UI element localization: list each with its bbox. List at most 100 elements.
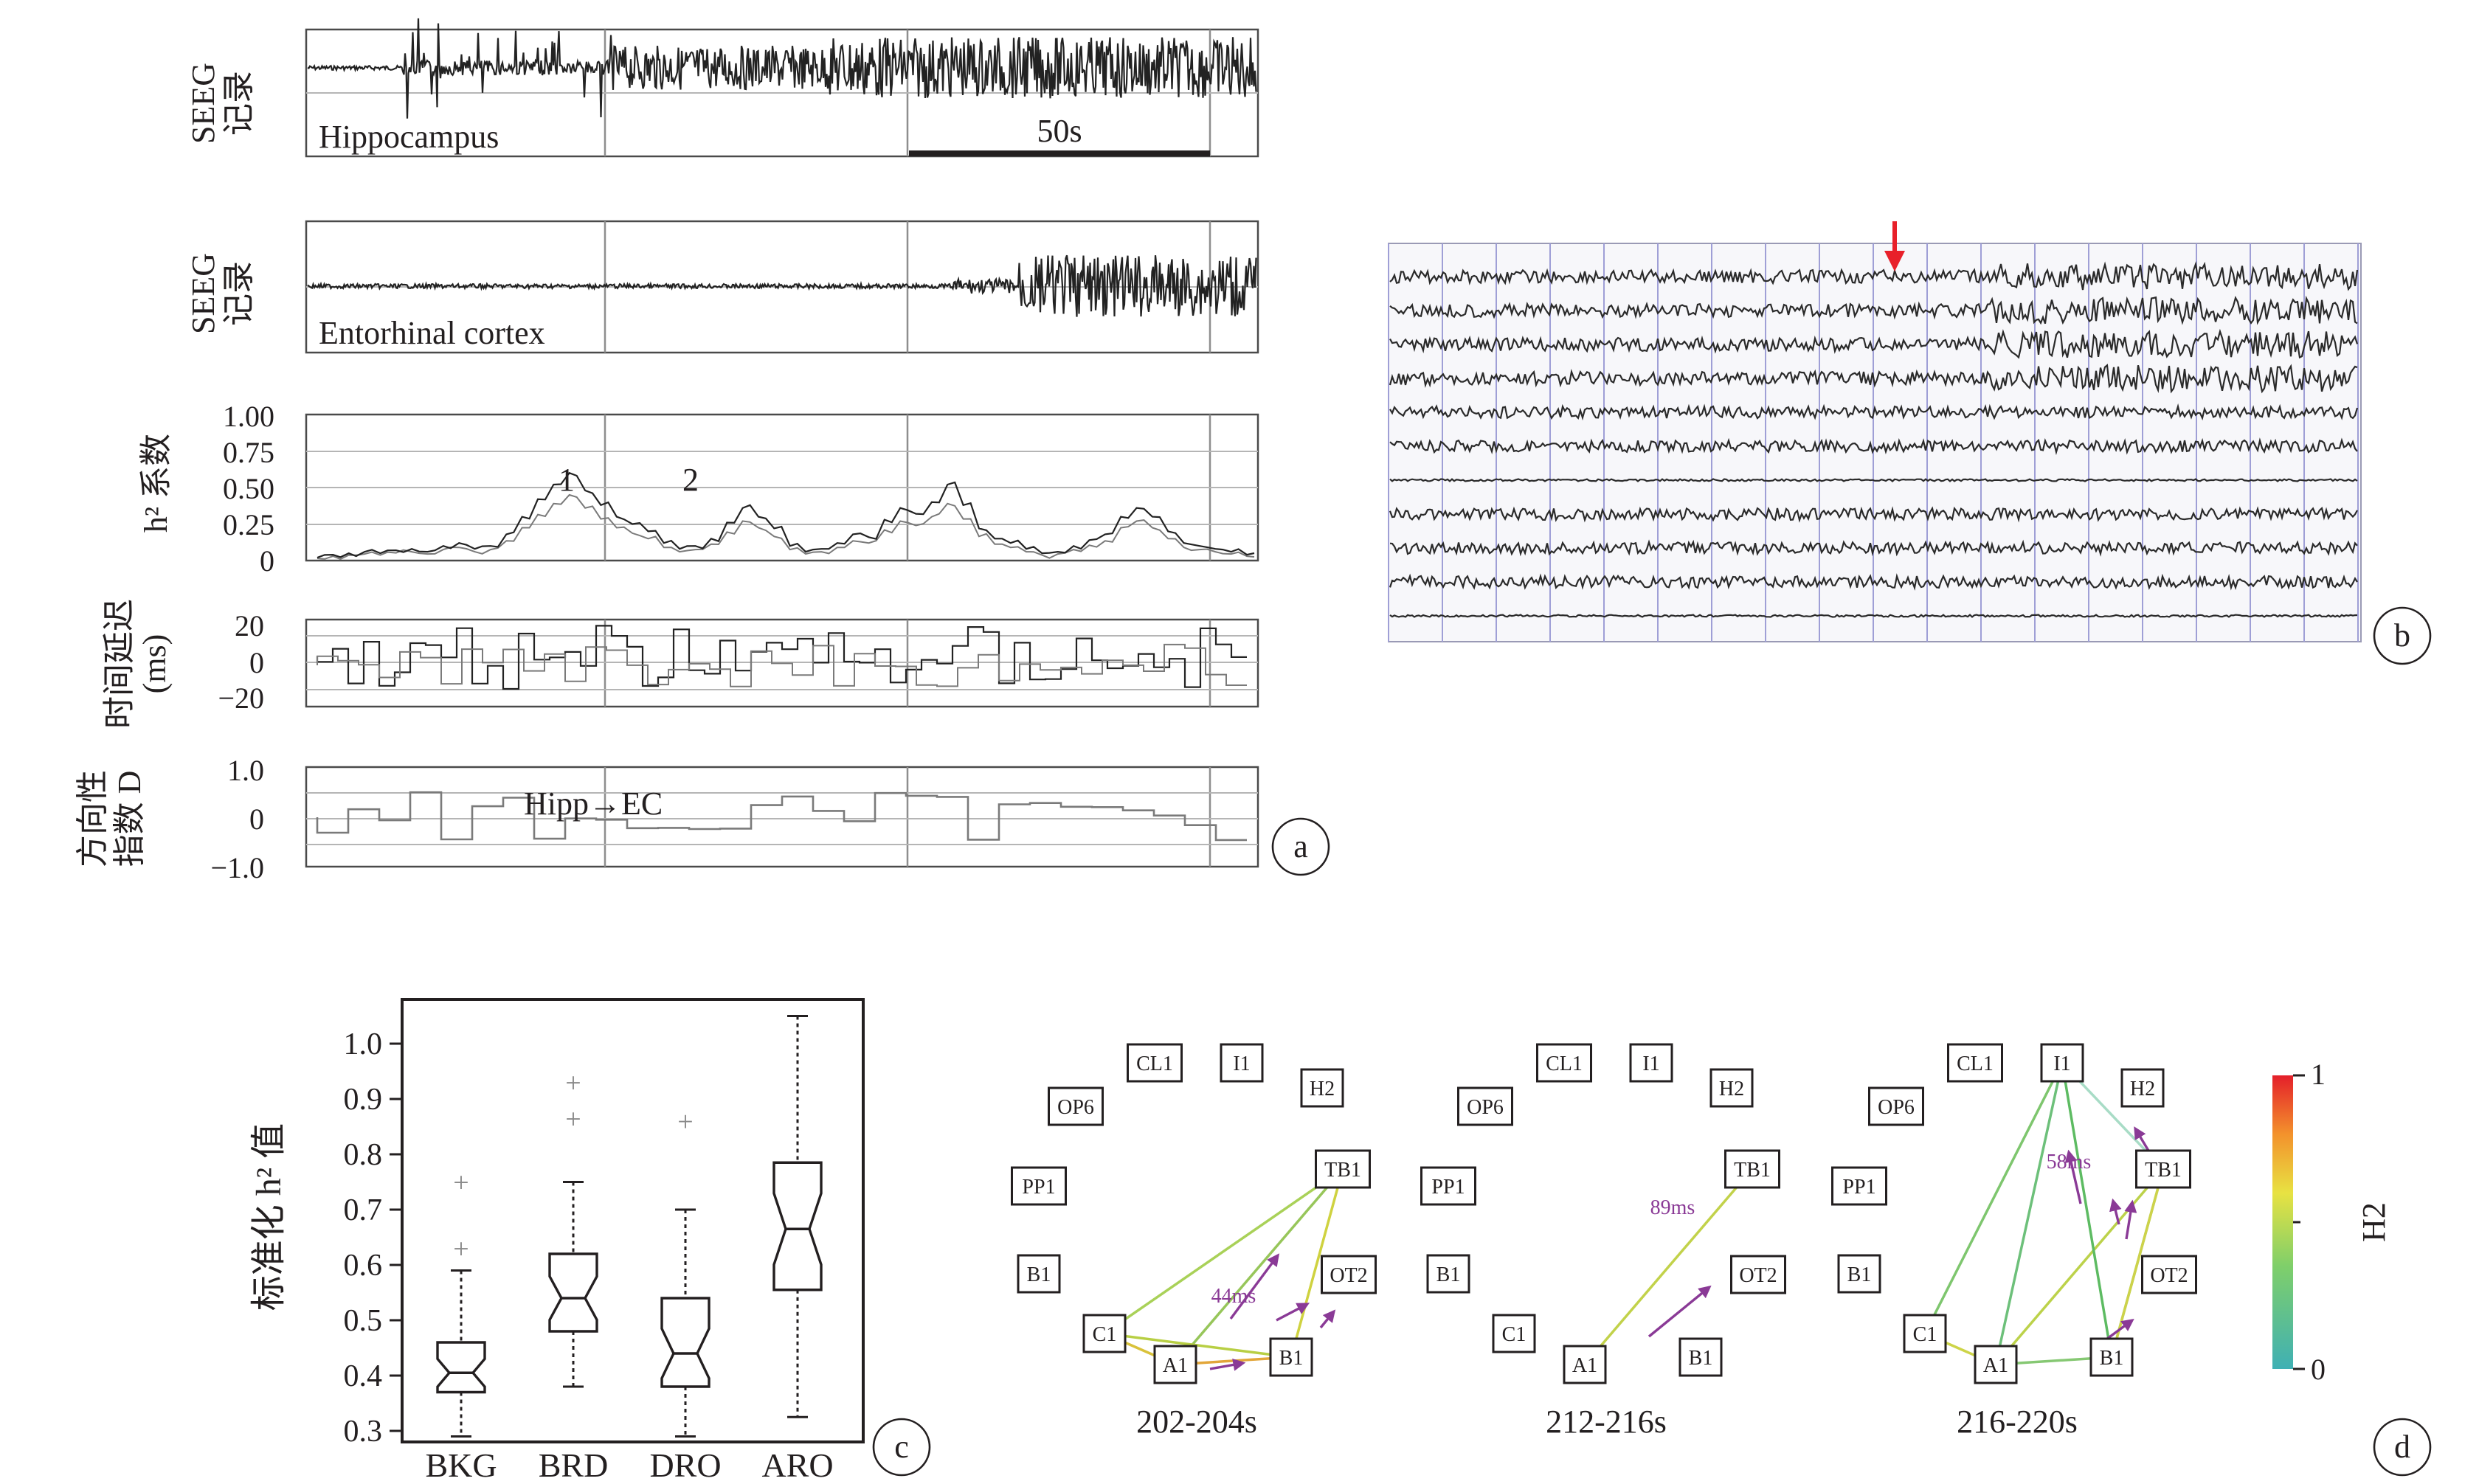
node-label: B1 — [2100, 1347, 2124, 1370]
x-label-ARO: ARO — [761, 1446, 833, 1484]
node-label: PP1 — [1022, 1176, 1055, 1199]
row4-ylabel-1: 时间延迟 — [101, 599, 137, 729]
panel-b-badge — [2373, 606, 2432, 665]
direction-arrow — [2064, 1149, 2082, 1204]
row5-tick-2: 0 — [249, 802, 264, 836]
node-box — [1153, 1345, 1197, 1384]
network-edge — [1104, 1168, 1344, 1335]
row2-ylabel-2: 记录 — [221, 261, 257, 326]
node-box — [1426, 1254, 1470, 1294]
node-label: C1 — [1093, 1323, 1117, 1346]
eeg-channel-traces — [1389, 260, 2359, 618]
node-label: A1 — [1163, 1354, 1188, 1377]
node-label: A1 — [1572, 1354, 1597, 1377]
node-box — [1048, 1086, 1104, 1126]
eeg-channel-trace — [1389, 437, 2358, 456]
network-edge — [1994, 1062, 2064, 1365]
node-box — [1127, 1043, 1183, 1083]
node-box — [1868, 1086, 1924, 1126]
hipp-ec-annotation: Hipp→EC — [524, 786, 663, 822]
colorbar — [2272, 1075, 2293, 1369]
y-tick-label: 0.7 — [344, 1193, 383, 1227]
row3-tick-5: 0 — [260, 544, 274, 578]
network-212-216s: CL1 I1 OP6 H2 PP1 TB1 B1 C1 OT2 A1 B1 89ms 212-216s — [1420, 1043, 1786, 1440]
h2-trace — [317, 471, 1255, 559]
colorbar-tick-min: 0 — [2311, 1353, 2326, 1386]
y-tick-label: 0.8 — [344, 1138, 383, 1172]
outlier-mark: + — [565, 1068, 581, 1099]
node-box — [1220, 1043, 1264, 1083]
h2-trace-reverse — [317, 493, 1255, 561]
eeg-channel-trace — [1389, 328, 2359, 359]
row1-ylabel-1: SEEG — [185, 63, 221, 144]
direction-arrow — [1319, 1309, 1336, 1329]
boxplot-y-ticks: 1.0 0.9 0.8 0.7 0.6 0.5 0.4 0.3 — [344, 1027, 402, 1449]
direction-arrow — [1648, 1285, 1712, 1338]
box-BRD: ++ — [548, 1068, 598, 1388]
network-edge — [1923, 1062, 2064, 1334]
outlier-mark: + — [565, 1103, 581, 1134]
panel-a: SEEG 记录 Hippocampus 50s SEEG 记录 Entorhin… — [75, 18, 1330, 884]
node-box — [1492, 1314, 1536, 1353]
node-label: B1 — [1436, 1263, 1461, 1286]
row4-tick-3: −20 — [218, 682, 264, 715]
node-label: CL1 — [1957, 1053, 1994, 1075]
network-edge — [1290, 1168, 1344, 1358]
node-label: H2 — [2130, 1078, 2155, 1100]
directionality-row: 1.0 0 −1.0 方向性 指数 D Hipp→EC — [75, 754, 1259, 884]
delay-label: 58ms — [2047, 1151, 2092, 1173]
node-box — [1831, 1166, 1887, 1206]
colorbar-label: H2 — [2356, 1202, 2392, 1242]
colorbar-tick-max: 1 — [2311, 1058, 2326, 1091]
seizure-onset-arrow-icon — [1884, 251, 1905, 271]
x-label-BKG: BKG — [425, 1446, 497, 1484]
node-label: A1 — [1983, 1354, 2008, 1377]
boxplot-x-labels: BKG BRD DRO ARO — [425, 1446, 833, 1484]
eeg-channel-trace — [1389, 506, 2358, 523]
scale-bar-label: 50s — [1037, 113, 1082, 149]
window-label: 212-216s — [1546, 1404, 1667, 1440]
y-tick-label: 1.0 — [344, 1027, 383, 1061]
direction-arrow — [1209, 1359, 1246, 1371]
row5-frame — [305, 766, 1259, 868]
network-edge — [2061, 1062, 2113, 1358]
node-label: CL1 — [1136, 1053, 1173, 1075]
panel-a-badge — [1271, 817, 1330, 876]
node-box — [1563, 1345, 1607, 1384]
node-label: OP6 — [1878, 1096, 1915, 1119]
node-box — [1730, 1255, 1786, 1294]
direction-arrow — [1276, 1303, 1310, 1322]
node-label: B1 — [1689, 1347, 1713, 1370]
node-label: C1 — [1502, 1323, 1527, 1346]
row5-tick-3: −1.0 — [210, 851, 264, 884]
node-box — [1269, 1337, 1313, 1377]
node-label: OP6 — [1057, 1096, 1094, 1119]
eeg-channel-trace — [1389, 364, 2358, 394]
box-DRO: + — [660, 1106, 710, 1438]
box-body — [660, 1297, 710, 1388]
panel-c: 1.00.90.80.70.60.50.40.3 +++++ BKG BRD DRO… — [249, 998, 931, 1484]
network-edge — [1174, 1168, 1344, 1366]
directionality-trace — [316, 791, 1247, 842]
row4-tick-2: 0 — [249, 646, 264, 679]
node-box — [2135, 1149, 2191, 1189]
panel-c-badge — [872, 1418, 931, 1477]
eeg-channel-trace — [1389, 260, 2359, 291]
network-216-220s: CL1 I1 OP6 H2 PP1 TB1 B1 C1 OT2 A1 B1 58ms 216-220s — [1831, 1043, 2197, 1440]
node-label: TB1 — [2145, 1159, 2182, 1182]
panel-a-letter: a — [1293, 828, 1308, 864]
h2-coefficient-row: 1.00 0.75 0.50 0.25 0 h² 系数 1 2 — [138, 400, 1259, 578]
y-tick-label: 0.4 — [344, 1359, 383, 1393]
direction-arrow — [2124, 1199, 2137, 1240]
entorhinal-seeg-row: SEEG 记录 Entorhinal cortex — [185, 220, 1259, 354]
node-box — [1903, 1314, 1947, 1353]
y-tick-label: 0.9 — [344, 1083, 383, 1117]
row4-tick-1: 20 — [235, 609, 264, 642]
row4-ylabel-2: (ms) — [136, 634, 173, 694]
eeg-channel-trace — [1389, 478, 2358, 482]
node-box — [2040, 1043, 2084, 1083]
node-box — [1457, 1086, 1513, 1126]
node-box — [1974, 1345, 2018, 1384]
node-label: OP6 — [1467, 1096, 1504, 1119]
